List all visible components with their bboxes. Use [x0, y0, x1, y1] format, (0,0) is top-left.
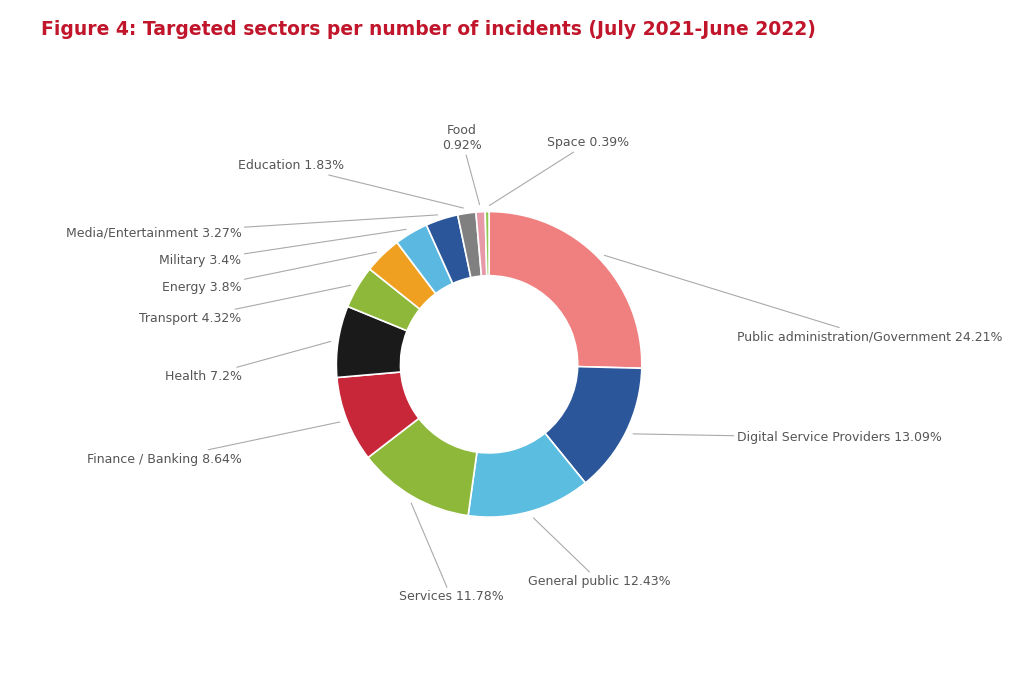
Wedge shape: [485, 212, 489, 276]
Text: Digital Service Providers 13.09%: Digital Service Providers 13.09%: [633, 431, 941, 444]
Text: Media/Entertainment 3.27%: Media/Entertainment 3.27%: [66, 215, 437, 240]
Text: Finance / Banking 8.64%: Finance / Banking 8.64%: [87, 422, 340, 466]
Wedge shape: [426, 215, 471, 283]
Wedge shape: [489, 212, 642, 368]
Text: Energy 3.8%: Energy 3.8%: [162, 252, 377, 294]
Wedge shape: [337, 372, 419, 458]
Wedge shape: [458, 212, 481, 278]
Text: Services 11.78%: Services 11.78%: [398, 503, 503, 603]
Wedge shape: [468, 433, 586, 517]
Wedge shape: [348, 269, 420, 331]
Text: Military 3.4%: Military 3.4%: [160, 229, 407, 267]
Wedge shape: [370, 242, 435, 309]
Text: Food
0.92%: Food 0.92%: [441, 124, 481, 204]
Text: Education 1.83%: Education 1.83%: [238, 159, 464, 208]
Text: Health 7.2%: Health 7.2%: [165, 341, 331, 383]
Wedge shape: [476, 212, 486, 276]
Text: Space 0.39%: Space 0.39%: [489, 136, 630, 206]
Text: Transport 4.32%: Transport 4.32%: [139, 285, 350, 325]
Wedge shape: [545, 366, 642, 483]
Wedge shape: [397, 225, 453, 294]
Text: Figure 4: Targeted sectors per number of incidents (July 2021-June 2022): Figure 4: Targeted sectors per number of…: [41, 20, 816, 39]
Wedge shape: [368, 418, 477, 516]
Text: General public 12.43%: General public 12.43%: [527, 518, 671, 588]
Text: Public administration/Government 24.21%: Public administration/Government 24.21%: [604, 255, 1002, 343]
Wedge shape: [336, 306, 408, 377]
